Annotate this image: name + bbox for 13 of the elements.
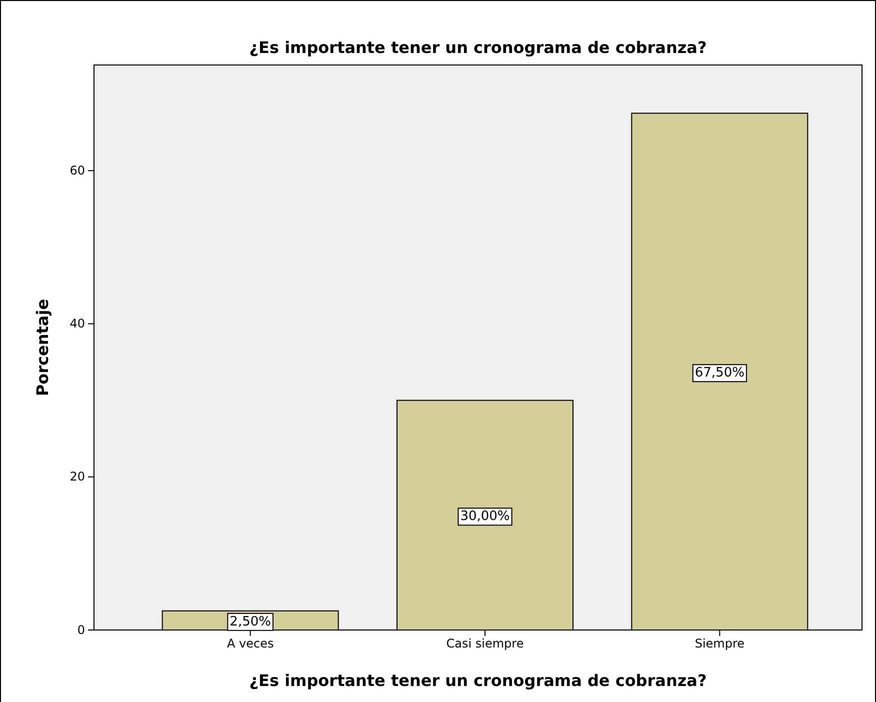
data-label: 67,50%	[694, 366, 744, 381]
y-tick-label: 20	[70, 470, 85, 484]
y-tick-label: 40	[70, 316, 85, 331]
chart-title: ¿Es importante tener un cronograma de cobranza?	[249, 38, 707, 57]
data-label: 30,00%	[460, 509, 510, 524]
x-tick-label: A veces	[226, 636, 274, 651]
x-axis-title: ¿Es importante tener un cronograma de cobranza?	[249, 671, 707, 690]
y-axis-title: Porcentaje	[33, 298, 52, 396]
data-label: 2,50%	[230, 614, 271, 630]
y-tick-label: 0	[77, 622, 85, 637]
x-tick-label: Casi siempre	[446, 636, 524, 651]
x-tick-label: Siempre	[694, 636, 745, 651]
y-tick-label: 60	[70, 163, 85, 178]
